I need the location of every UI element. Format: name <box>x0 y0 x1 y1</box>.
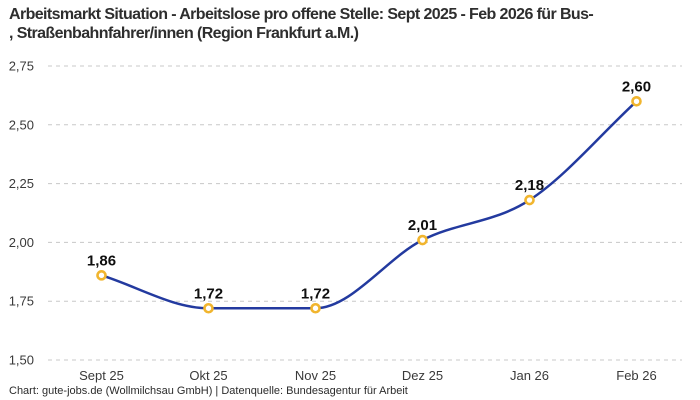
chart-title-line1: Arbeitsmarkt Situation - Arbeitslose pro… <box>9 6 594 23</box>
data-point-marker <box>96 270 107 281</box>
x-axis-tick-labels: Sept 25 Okt 25 Nov 25 Dez 25 Jan 26 Feb 26 <box>79 368 657 383</box>
x-tick-label: Dez 25 <box>402 368 443 383</box>
data-point-marker <box>203 302 214 314</box>
y-tick-label: 1,75 <box>9 294 34 309</box>
data-point-marker <box>524 194 535 206</box>
y-tick-label: 2,75 <box>9 59 34 74</box>
x-tick-label: Feb 26 <box>616 368 656 383</box>
data-point-markers <box>96 95 642 314</box>
data-point-marker <box>631 95 642 107</box>
x-tick-label: Okt 25 <box>189 368 227 383</box>
data-point-label: 1,72 <box>194 285 223 302</box>
attribution: Chart: gute-jobs.de (Wollmilchsau GmbH) … <box>9 385 408 397</box>
y-tick-label: 1,50 <box>9 353 34 368</box>
y-tick-label: 2,25 <box>9 176 34 191</box>
data-point-marker <box>417 234 428 246</box>
data-point-marker <box>310 302 321 314</box>
series-line <box>100 100 638 310</box>
x-tick-label: Sept 25 <box>79 368 124 383</box>
y-tick-label: 2,50 <box>9 117 34 132</box>
data-point-label: 1,86 <box>87 252 116 269</box>
x-tick-label: Nov 25 <box>295 368 336 383</box>
chart-title-line2: , Straßenbahnfahrer/innen (Region Frankf… <box>9 25 359 42</box>
data-point-labels: 1,86 1,72 1,72 2,01 2,18 2,60 <box>87 78 651 302</box>
chart-title: Arbeitsmarkt Situation - Arbeitslose pro… <box>9 5 594 43</box>
data-point-label: 2,18 <box>515 177 544 194</box>
y-tick-label: 2,00 <box>9 235 34 250</box>
data-point-label: 2,01 <box>408 217 437 234</box>
data-point-label: 1,72 <box>301 285 330 302</box>
data-point-label: 2,60 <box>622 78 651 95</box>
x-tick-label: Jan 26 <box>510 368 549 383</box>
y-axis-tick-labels: 2,75 2,50 2,25 2,00 1,75 1,50 <box>9 59 34 368</box>
gridlines <box>48 65 682 361</box>
